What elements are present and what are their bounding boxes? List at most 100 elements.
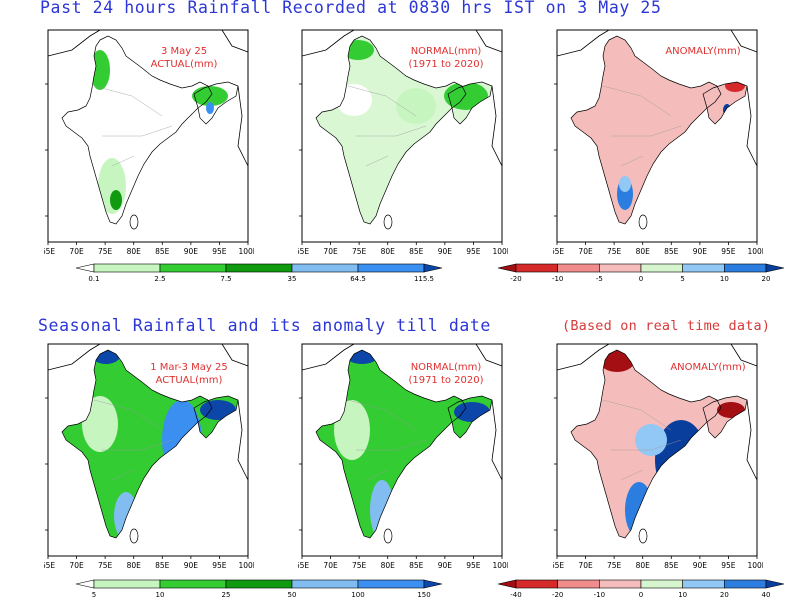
lon-tick-label: 95E	[212, 247, 227, 256]
lon-tick-label: 100E	[492, 561, 508, 570]
lon-tick-label: 80E	[381, 561, 396, 570]
northeast-outline	[702, 81, 748, 125]
lon-tick-label: 95E	[721, 247, 736, 256]
lon-tick-label: 100E	[747, 247, 763, 256]
fill-region	[635, 424, 667, 456]
colorbar-group: -40 -20 -10 0 10 20 40	[497, 579, 785, 599]
lon-tick-label: 90E	[438, 561, 453, 570]
northeast-outline	[193, 81, 239, 125]
lon-tick-label: 70E	[323, 561, 338, 570]
map-label-line-2: ACTUAL(mm)	[151, 59, 218, 70]
sri-lanka-outline	[383, 214, 393, 230]
india-outline	[61, 349, 213, 539]
lon-tick-label: 65E	[553, 247, 564, 256]
colorbar-segment	[599, 579, 642, 589]
map-label-line-1: 1 Mar-3 May 25	[150, 362, 228, 373]
lon-tick-label: 70E	[69, 561, 84, 570]
border-line	[746, 85, 758, 167]
colorbar-segment	[357, 263, 425, 273]
fill-region	[334, 400, 370, 460]
map-label-line-1: ANOMALY(mm)	[670, 362, 745, 373]
seasonal-rain-colorbar: 5 10 25 50 100 150	[75, 579, 443, 599]
colorbar-tick-label: 7.5	[220, 275, 231, 283]
colorbar-tick-label: 40	[762, 591, 771, 599]
lon-tick-label: 100E	[238, 247, 254, 256]
map-frame-group: 65E70E75E80E85E90E95E100E10N20N30N	[553, 29, 763, 256]
border-line	[301, 343, 355, 371]
lon-tick-label: 75E	[352, 247, 367, 256]
colorbar-tick-label: -20	[552, 591, 563, 599]
sri-lanka-outline	[638, 528, 648, 544]
colorbar-group: 5 10 25 50 100 150	[75, 579, 443, 599]
daily-rain-colorbar: 0.1 2.5 7.5 35 64.5 115.5	[75, 263, 443, 283]
border-line	[301, 29, 355, 57]
lon-tick-label: 85E	[664, 561, 679, 570]
northeast-outline	[702, 395, 748, 439]
state-lines	[93, 399, 173, 481]
colorbar-segment	[159, 263, 227, 273]
lon-tick-label: 65E	[298, 561, 309, 570]
border-line	[491, 85, 503, 167]
map-label-line-2: (1971 to 2020)	[408, 375, 483, 386]
border-line	[730, 343, 758, 367]
state-lines	[347, 399, 427, 481]
colorbar-tick-label: 5	[92, 591, 96, 599]
border-line	[491, 399, 503, 481]
colorbar-tick-label: 10	[720, 275, 729, 283]
map-label-line-1: 3 May 25	[161, 46, 207, 57]
fill-region	[396, 88, 436, 124]
lon-tick-label: 80E	[381, 247, 396, 256]
india-outline	[315, 349, 467, 539]
colorbar-tick-label: 64.5	[350, 275, 366, 283]
lon-tick-label: 75E	[98, 247, 113, 256]
sri-lanka-outline	[129, 528, 139, 544]
border-line	[556, 29, 610, 57]
colorbar-tick-label: 50	[288, 591, 297, 599]
map-label-line-1: NORMAL(mm)	[411, 362, 482, 373]
colorbar-tick-label: 0.1	[88, 275, 99, 283]
map-frame-group: 65E70E75E80E85E90E95E100E10N20N30N	[44, 29, 254, 256]
lon-tick-label: 95E	[721, 561, 736, 570]
map-frame-group: 65E70E75E80E85E90E95E100E10N20N30N	[298, 29, 508, 256]
colorbar-tick-label: 0	[639, 591, 643, 599]
colorbar-segment	[357, 579, 425, 589]
map-label-line-2: ACTUAL(mm)	[156, 375, 223, 386]
map-label-line-2: (1971 to 2020)	[408, 59, 483, 70]
border-line	[47, 343, 101, 371]
colorbar-tick-label: 115.5	[414, 275, 434, 283]
lon-tick-label: 100E	[238, 561, 254, 570]
lon-tick-label: 100E	[492, 247, 508, 256]
colorbar-tick-label: -40	[510, 591, 521, 599]
colorbar-tick-label: 25	[222, 591, 231, 599]
lon-tick-label: 65E	[44, 247, 55, 256]
fill-region	[444, 82, 488, 110]
lon-tick-label: 85E	[409, 247, 424, 256]
colorbar-segment	[557, 263, 600, 273]
daily-actual-map: 65E70E75E80E85E90E95E100E10N20N30N 3 May…	[44, 29, 254, 256]
lon-tick-label: 75E	[352, 561, 367, 570]
colorbar-tick-label: 2.5	[154, 275, 165, 283]
seasonal-normal-map: 65E70E75E80E85E90E95E100E10N20N30N NORMA…	[298, 343, 508, 570]
lon-tick-label: 85E	[664, 247, 679, 256]
sri-lanka-outline	[383, 528, 393, 544]
colorbar-segment	[682, 263, 725, 273]
lon-tick-label: 90E	[184, 561, 199, 570]
lon-tick-label: 70E	[578, 561, 593, 570]
lon-tick-label: 90E	[184, 247, 199, 256]
colorbar-group: -20 -10 -5 0 5 10 20	[497, 263, 785, 283]
lon-tick-label: 65E	[553, 561, 564, 570]
lon-tick-label: 75E	[607, 247, 622, 256]
colorbar-left-arrow	[75, 579, 95, 589]
lon-tick-label: 65E	[44, 561, 55, 570]
colorbar-left-arrow	[497, 579, 517, 589]
colorbar-segment	[682, 579, 725, 589]
colorbar-segment	[557, 579, 600, 589]
fill-region	[192, 86, 228, 106]
border-line	[556, 343, 610, 371]
lon-tick-label: 70E	[69, 247, 84, 256]
border-line	[237, 399, 249, 481]
state-lines	[347, 85, 427, 167]
colorbar-right-arrow	[423, 263, 443, 273]
lon-tick-label: 80E	[636, 561, 651, 570]
realtime-note: (Based on real time data)	[562, 318, 771, 334]
